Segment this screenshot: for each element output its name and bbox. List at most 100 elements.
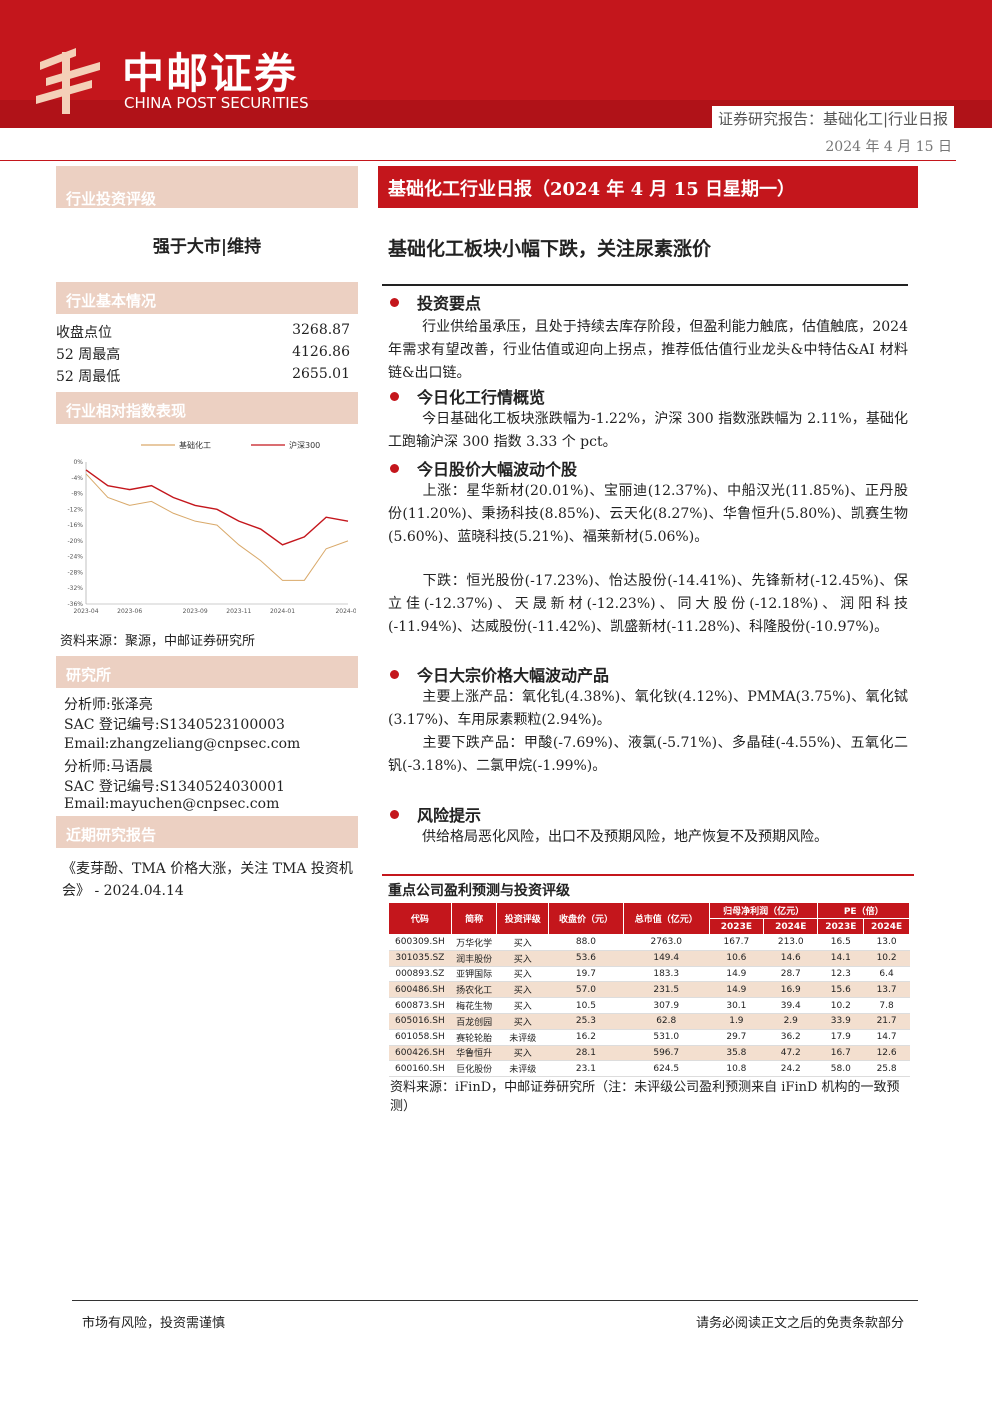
table-cell: 149.4 xyxy=(623,950,710,967)
recent-report-link[interactable]: 《麦芽酚、TMA 价格大涨，关注 TMA 投资机会》 - 2024.04.14 xyxy=(62,861,353,899)
section-heading-text: 投资要点 xyxy=(417,294,482,313)
table-cell: 润丰股份 xyxy=(451,950,497,967)
report-date-line: 2024 年 4 月 15 日 xyxy=(0,136,956,161)
col-year: 2023E xyxy=(708,918,765,935)
table-row: 600486.SH 扬农化工 买入 57.0 231.5 14.9 16.9 15.6 13.7 xyxy=(388,981,910,999)
col-name: 简称 xyxy=(450,902,498,935)
table-cell: 25.3 xyxy=(548,1013,624,1030)
table-row: 600160.SH 巨化股份 未评级 23.1 624.5 10.8 24.2 58.0 25.… xyxy=(388,1060,910,1078)
table-cell: 赛轮轮胎 xyxy=(451,1029,497,1046)
basic-value: 4126.86 xyxy=(292,344,350,360)
table-cell: 12.6 xyxy=(863,1045,910,1062)
china-post-logo-icon xyxy=(36,48,100,114)
rating-section-title: 行业投资评级 xyxy=(56,166,358,208)
y-tick-label: 0% xyxy=(73,459,83,466)
table-cell: 买入 xyxy=(496,981,549,999)
relative-performance-chart: 0%-4%-8%-12%-16%-20%-24%-28%-32%-36%2023… xyxy=(67,440,356,615)
basic-row: 52 周最高 4126.86 xyxy=(56,344,358,364)
table-cell: 601058.SH xyxy=(388,1029,452,1046)
y-tick-label: -12% xyxy=(67,506,83,513)
perf-section-title: 行业相对指数表现 xyxy=(56,392,358,424)
x-tick-label: 2023-09 xyxy=(183,608,208,615)
table-cell: 10.5 xyxy=(548,997,624,1014)
section-heading: 今日化工行情概览 xyxy=(390,384,545,408)
headline-rule xyxy=(382,284,908,286)
table-cell: 600426.SH xyxy=(388,1045,452,1062)
basic-row: 收盘点位 3268.87 xyxy=(56,322,358,342)
table-cell: 29.7 xyxy=(709,1029,764,1046)
industry-rating: 强于大市|维持 xyxy=(152,237,262,257)
col-year: 2024E xyxy=(863,918,910,935)
table-cell: 14.9 xyxy=(709,981,764,999)
table-cell: 万华化学 xyxy=(451,934,497,951)
bullet-icon xyxy=(390,810,399,819)
basic-value: 2655.01 xyxy=(292,366,350,382)
table-cell: 33.9 xyxy=(817,1013,864,1030)
table-cell: 35.8 xyxy=(709,1045,764,1062)
analyst-email[interactable]: Email:mayuchen@cnpsec.com xyxy=(64,796,280,812)
basic-row: 52 周最低 2655.01 xyxy=(56,366,358,386)
table-cell: 扬农化工 xyxy=(451,981,497,999)
col-close: 收盘价（元） xyxy=(548,902,624,935)
table-cell: 买入 xyxy=(496,934,549,951)
table-cell: 600309.SH xyxy=(388,934,452,951)
table-cell: 2763.0 xyxy=(623,934,710,951)
y-tick-label: -24% xyxy=(67,554,83,561)
table-cell: 28.1 xyxy=(548,1045,624,1062)
table-cell: 16.9 xyxy=(763,981,818,999)
table-cell: 231.5 xyxy=(623,981,710,999)
paragraph-text: 行业供给虽承压，且处于持续去库存阶段，但盈利能力触底，估值触底，2024 年需求… xyxy=(388,319,908,381)
analyst-email[interactable]: Email:zhangzeliang@cnpsec.com xyxy=(64,736,301,752)
table-cell: 14.6 xyxy=(763,950,818,967)
table-cell: 亚钾国际 xyxy=(451,966,497,983)
table-row: 600309.SH 万华化学 买入 88.0 2763.0 167.7 213.0 16.5 1… xyxy=(388,934,910,951)
table-cell: 未评级 xyxy=(496,1060,549,1078)
x-tick-label: 2023-06 xyxy=(117,608,142,615)
table-source: 资料来源：iFinD，中邮证券研究所（注：未评级公司盈利预测来自 iFinD 机… xyxy=(390,1080,900,1114)
section-heading-text: 风险提示 xyxy=(417,806,482,825)
basic-key: 52 周最高 xyxy=(56,347,121,363)
basic-key: 收盘点位 xyxy=(56,325,112,341)
section-heading: 今日大宗价格大幅波动产品 xyxy=(390,662,609,686)
x-tick-label: 2024-04 xyxy=(335,608,356,615)
table-cell: 14.7 xyxy=(863,1029,910,1046)
paragraph: 上涨：星华新材(20.01%)、宝丽迪(12.37%)、中船汉光(11.85%)… xyxy=(388,480,908,549)
table-cell: 23.1 xyxy=(548,1060,624,1078)
table-cell: 28.7 xyxy=(763,966,818,983)
paragraph-text: 供给格局恶化风险，出口不及预期风险，地产恢复不及预期风险。 xyxy=(422,829,828,845)
x-tick-label: 2023-11 xyxy=(226,608,251,615)
table-cell: 6.4 xyxy=(863,966,910,983)
table-cell: 25.8 xyxy=(863,1060,910,1078)
paragraph: 今日基础化工板块涨跌幅为-1.22%，沪深 300 指数涨跌幅为 2.11%，基… xyxy=(388,408,908,454)
bullet-icon xyxy=(390,670,399,679)
table-cell: 12.3 xyxy=(817,966,864,983)
table-cell: 买入 xyxy=(496,950,549,967)
series-line xyxy=(85,469,349,546)
analyst-line: 分析师:张泽亮 xyxy=(64,697,153,713)
section-heading: 投资要点 xyxy=(390,290,481,314)
analyst-line: SAC 登记编号:S1340524030001 xyxy=(64,779,285,795)
table-cell: 19.7 xyxy=(548,966,624,983)
table-row: 600426.SH 华鲁恒升 买入 28.1 596.7 35.8 47.2 16.7 12.6 xyxy=(388,1045,910,1062)
paragraph: 下跌：恒光股份(-17.23%)、怡达股份(-14.41%)、先锋新材(-12.… xyxy=(388,570,908,639)
table-cell: 21.7 xyxy=(863,1013,910,1030)
paragraph-text: 主要下跌产品：甲酸(-7.69%)、液氯(-5.71%)、多晶硅(-4.55%)… xyxy=(388,735,908,774)
table-cell: 600486.SH xyxy=(388,981,452,999)
footer-rule xyxy=(72,1300,918,1301)
paragraph-text: 今日基础化工板块涨跌幅为-1.22%，沪深 300 指数涨跌幅为 2.11%，基… xyxy=(388,411,908,450)
table-cell: 13.7 xyxy=(863,981,910,999)
table-cell: 2.9 xyxy=(763,1013,818,1030)
col-pe: PE（倍） xyxy=(817,902,910,919)
recent-section-title: 近期研究报告 xyxy=(56,816,358,848)
table-cell: 1.9 xyxy=(709,1013,764,1030)
basic-section-title: 行业基本情况 xyxy=(56,282,358,314)
table-cell: 17.9 xyxy=(817,1029,864,1046)
y-tick-label: -28% xyxy=(67,569,83,576)
brand-name-en: CHINA POST SECURITIES xyxy=(124,94,309,112)
table-cell: 167.7 xyxy=(709,934,764,951)
paragraph-text: 上涨：星华新材(20.01%)、宝丽迪(12.37%)、中船汉光(11.85%)… xyxy=(388,483,908,545)
table-cell: 10.8 xyxy=(709,1060,764,1078)
table-cell: 14.1 xyxy=(817,950,864,967)
legend-label: 沪深300 xyxy=(289,440,320,450)
forecast-table: 代码 简称 投资评级 收盘价（元） 总市值（亿元） 归母净利润（亿元） PE（倍… xyxy=(388,902,910,1078)
